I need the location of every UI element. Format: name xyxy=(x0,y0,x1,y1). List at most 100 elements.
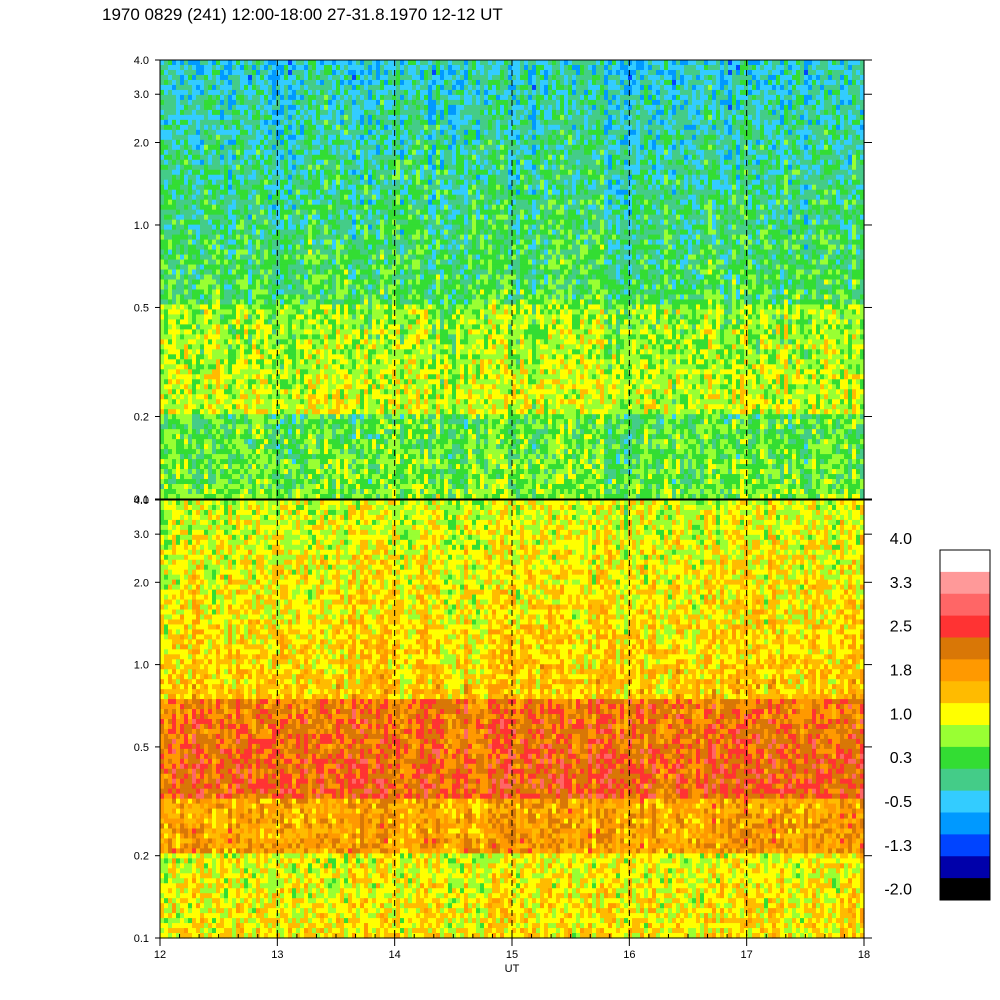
spectrogram-cell xyxy=(288,245,293,251)
spectrogram-cell xyxy=(204,304,209,310)
spectrogram-cell xyxy=(208,95,213,101)
spectrogram-cell xyxy=(288,389,293,395)
spectrogram-cell xyxy=(176,334,181,340)
spectrogram-cell xyxy=(344,230,349,236)
spectrogram-cell xyxy=(348,404,353,410)
spectrogram-cell xyxy=(300,130,305,136)
spectrogram-cell xyxy=(320,369,325,375)
spectrogram-cell xyxy=(160,185,165,191)
spectrogram-cell xyxy=(380,130,385,136)
spectrogram-cell xyxy=(224,444,229,450)
spectrogram-cell xyxy=(264,364,269,370)
spectrogram-cell xyxy=(344,409,349,415)
spectrogram-cell xyxy=(296,100,301,106)
spectrogram-cell xyxy=(188,309,193,315)
spectrogram-cell xyxy=(188,95,193,101)
spectrogram-cell xyxy=(288,265,293,271)
spectrogram-cell xyxy=(376,284,381,290)
spectrogram-cell xyxy=(336,419,341,425)
spectrogram-cell xyxy=(160,359,165,365)
spectrogram-cell xyxy=(384,165,389,171)
spectrogram-cell xyxy=(300,180,305,186)
spectrogram-cell xyxy=(344,399,349,405)
spectrogram-cell xyxy=(360,260,365,266)
spectrogram-cell xyxy=(332,474,337,480)
spectrogram-cell xyxy=(268,225,273,231)
spectrogram-cell xyxy=(224,265,229,271)
spectrogram-cell xyxy=(208,120,213,126)
spectrogram-cell xyxy=(180,100,185,106)
spectrogram-cell xyxy=(232,309,237,315)
spectrogram-cell xyxy=(368,235,373,241)
spectrogram-cell xyxy=(368,240,373,246)
spectrogram-cell xyxy=(168,230,173,236)
spectrogram-cell xyxy=(188,100,193,106)
spectrogram-cell xyxy=(188,344,193,350)
spectrogram-cell xyxy=(300,265,305,271)
spectrogram-cell xyxy=(248,75,253,81)
spectrogram-cell xyxy=(256,379,261,385)
spectrogram-cell xyxy=(372,289,377,295)
spectrogram-cell xyxy=(244,319,249,325)
spectrogram-cell xyxy=(224,260,229,266)
spectrogram-cell xyxy=(256,180,261,186)
spectrogram-cell xyxy=(336,359,341,365)
spectrogram-cell xyxy=(264,309,269,315)
spectrogram-cell xyxy=(312,80,317,86)
spectrogram-cell xyxy=(288,319,293,325)
spectrogram-cell xyxy=(180,155,185,161)
spectrogram-cell xyxy=(204,110,209,116)
spectrogram-cell xyxy=(264,70,269,76)
spectrogram-cell xyxy=(256,175,261,181)
spectrogram-cell xyxy=(268,180,273,186)
spectrogram-cell xyxy=(272,75,277,81)
spectrogram-cell xyxy=(160,399,165,405)
spectrogram-cell xyxy=(196,220,201,226)
spectrogram-cell xyxy=(184,339,189,345)
spectrogram-cell xyxy=(300,205,305,211)
spectrogram-cell xyxy=(228,359,233,365)
spectrogram-cell xyxy=(188,399,193,405)
spectrogram-cell xyxy=(328,344,333,350)
spectrogram-cell xyxy=(364,334,369,340)
spectrogram-cell xyxy=(376,439,381,445)
spectrogram-cell xyxy=(240,314,245,320)
spectrogram-cell xyxy=(348,135,353,141)
spectrogram-cell xyxy=(384,125,389,131)
spectrogram-cell xyxy=(284,65,289,71)
spectrogram-cell xyxy=(340,95,345,101)
spectrogram-cell xyxy=(300,250,305,256)
spectrogram-cell xyxy=(304,280,309,286)
spectrogram-cell xyxy=(292,299,297,305)
spectrogram-cell xyxy=(368,484,373,490)
spectrogram-cell xyxy=(164,464,169,470)
spectrogram-cell xyxy=(376,349,381,355)
spectrogram-cell xyxy=(316,205,321,211)
spectrogram-cell xyxy=(276,135,281,141)
spectrogram-cell xyxy=(352,200,357,206)
spectrogram-cell xyxy=(256,304,261,310)
spectrogram-cell xyxy=(380,374,385,380)
spectrogram-cell xyxy=(308,200,313,206)
spectrogram-cell xyxy=(344,424,349,430)
spectrogram-cell xyxy=(272,324,277,330)
spectrogram-cell xyxy=(340,90,345,96)
spectrogram-cell xyxy=(336,294,341,300)
spectrogram-cell xyxy=(300,454,305,460)
spectrogram-cell xyxy=(160,90,165,96)
spectrogram-cell xyxy=(184,364,189,370)
spectrogram-cell xyxy=(240,155,245,161)
spectrogram-cell xyxy=(384,210,389,216)
spectrogram-cell xyxy=(184,165,189,171)
spectrogram-cell xyxy=(184,185,189,191)
spectrogram-cell xyxy=(352,80,357,86)
spectrogram-cell xyxy=(248,359,253,365)
spectrogram-cell xyxy=(332,304,337,310)
spectrogram-cell xyxy=(160,319,165,325)
spectrogram-cell xyxy=(332,379,337,385)
spectrogram-cell xyxy=(332,190,337,196)
spectrogram-cell xyxy=(196,70,201,76)
spectrogram-cell xyxy=(360,235,365,241)
spectrogram-cell xyxy=(180,270,185,276)
spectrogram-cell xyxy=(200,459,205,465)
